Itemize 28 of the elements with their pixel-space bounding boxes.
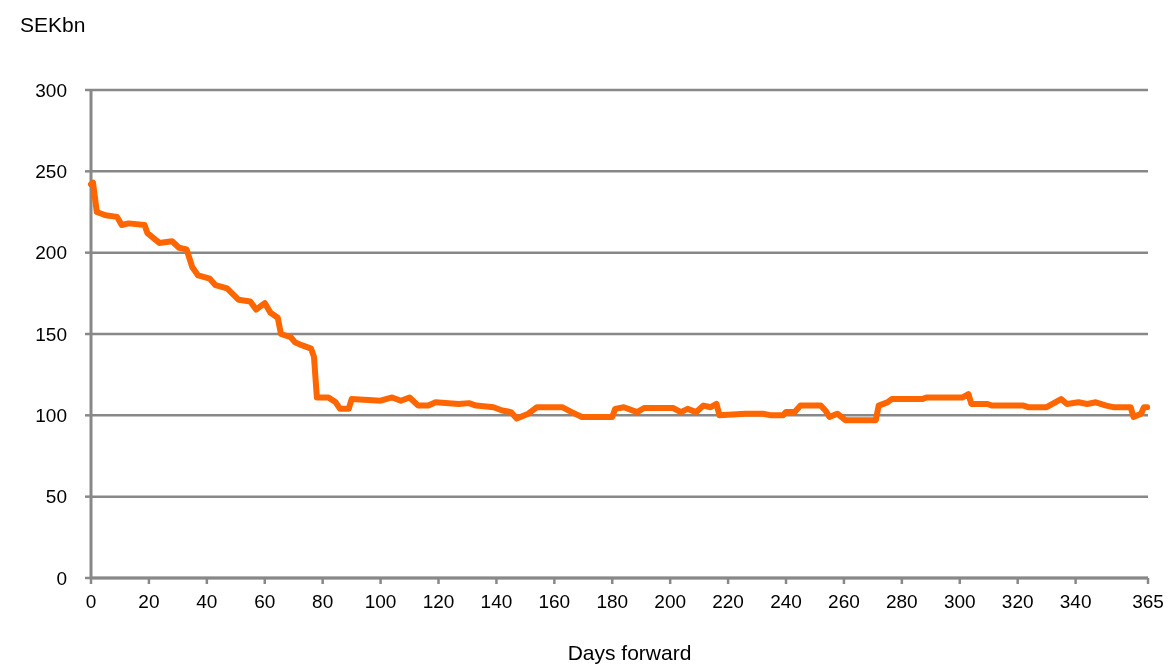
y-tick-label: 150: [35, 323, 67, 345]
x-tick-label: 40: [196, 591, 218, 612]
x-tick-label: 80: [312, 591, 334, 612]
x-tick-label: 300: [943, 591, 976, 612]
x-tick-label: 240: [770, 591, 802, 612]
x-tick-label: 180: [596, 591, 629, 612]
x-tick-label: 260: [828, 591, 860, 612]
y-tick-label: 300: [35, 79, 67, 101]
x-tick-label: 0: [85, 591, 97, 612]
x-tick-label: 340: [1059, 591, 1092, 612]
x-tick-label: 200: [654, 591, 687, 612]
x-tick-label: 120: [422, 591, 455, 612]
x-tick-label: 160: [538, 591, 571, 612]
y-tick-label: 250: [35, 160, 67, 182]
x-axis-title: Days forward: [567, 641, 692, 664]
x-tick-label: 280: [886, 591, 918, 612]
x-tick-label: 100: [364, 591, 397, 612]
y-tick-label: 100: [35, 404, 67, 426]
y-tick-label: 50: [45, 486, 67, 508]
x-tick-label: 220: [712, 591, 744, 612]
y-axis-title: SEKbn: [20, 13, 86, 36]
y-tick-label: 0: [56, 567, 67, 589]
x-tick-label: 365: [1132, 591, 1164, 612]
x-tick-label: 20: [138, 591, 160, 612]
x-tick-label: 60: [254, 591, 276, 612]
y-tick-label: 200: [35, 242, 67, 264]
x-tick-label: 320: [1001, 591, 1034, 612]
x-tick-label: 140: [480, 591, 513, 612]
